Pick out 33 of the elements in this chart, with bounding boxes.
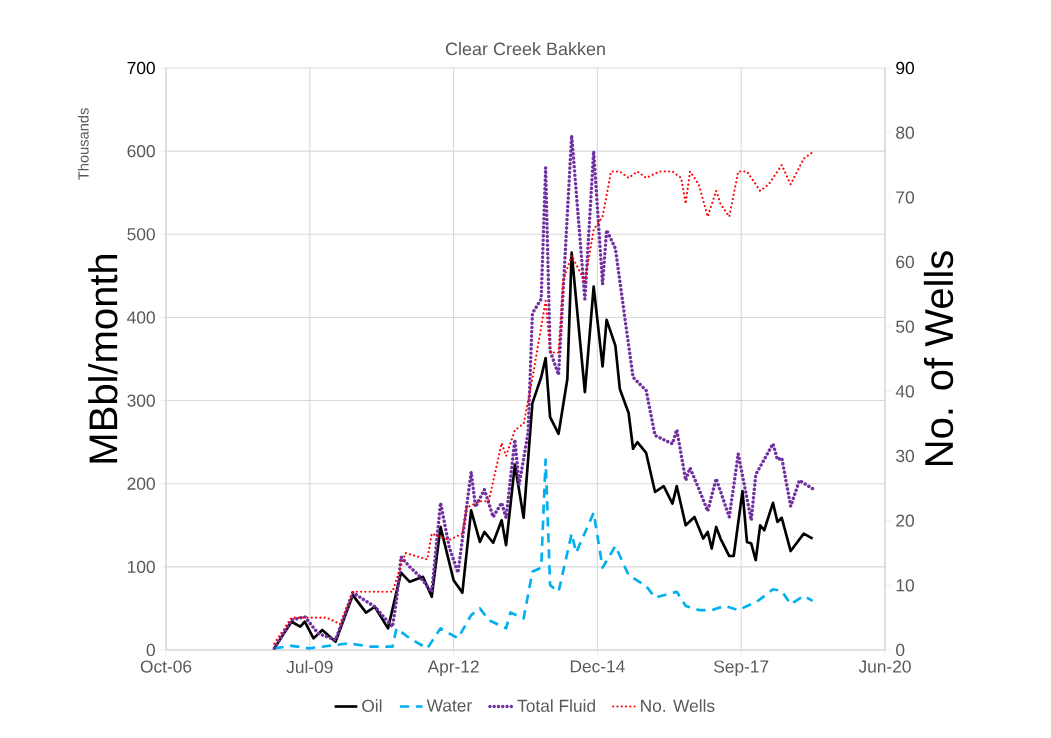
y-tick-label: 300 <box>127 394 155 407</box>
x-tick-label: Jun-20 <box>858 660 911 673</box>
y2-tick-label: 70 <box>896 191 915 204</box>
y-tick-label: 0 <box>146 643 155 657</box>
x-tick-label: Dec-14 <box>570 660 625 673</box>
y2-tick-label: 90 <box>896 61 915 75</box>
legend-label: Oil <box>362 699 382 712</box>
x-tick-label: Apr-12 <box>427 660 479 677</box>
y-tick-label: 400 <box>127 311 155 324</box>
y2-tick-label: 80 <box>896 126 915 139</box>
x-tick-label: Oct-06 <box>140 660 192 673</box>
x-tick-label: Jul-09 <box>286 660 333 674</box>
y2-axis-title: No. of Wells <box>923 251 954 466</box>
y-tick-label: 100 <box>128 560 155 573</box>
chart-title: Clear Creek Bakken <box>445 42 605 56</box>
y2-tick-label: 40 <box>895 385 915 398</box>
y-tick-label: 700 <box>127 61 155 75</box>
y2-tick-label: 20 <box>896 514 915 527</box>
y2-tick-label: 0 <box>896 643 905 657</box>
x-tick-label: Sep-17 <box>714 660 769 677</box>
text: Thousands <box>77 108 89 180</box>
legend-label: No. Wells <box>641 699 715 712</box>
y2-tick-label: 10 <box>896 579 915 592</box>
legend-label: Total Fluid <box>517 699 595 712</box>
y2-tick-label: 50 <box>896 320 915 333</box>
y-tick-label: 200 <box>127 477 155 490</box>
y-tick-label: 500 <box>127 228 155 241</box>
y2-tick-label: 60 <box>896 255 915 269</box>
y-axis-title: MBbl/month <box>88 254 118 463</box>
legend-label: Water <box>426 699 472 712</box>
y2-tick-label: 30 <box>896 449 915 463</box>
y-tick-label: 600 <box>127 144 155 158</box>
line-series <box>272 251 814 650</box>
